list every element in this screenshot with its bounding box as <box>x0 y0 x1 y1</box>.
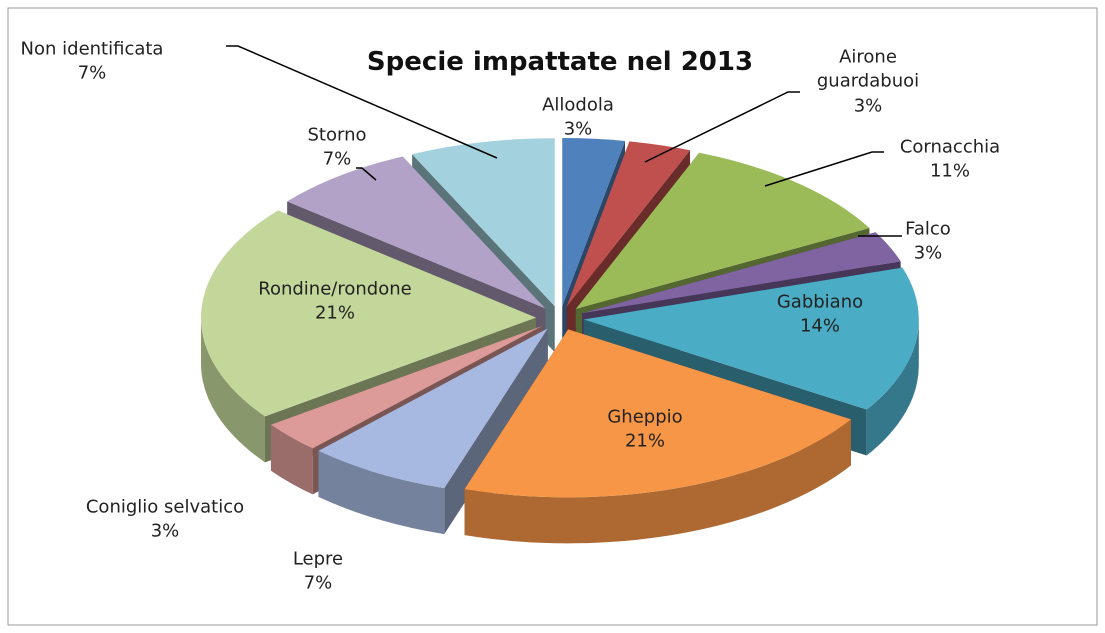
label-value: 7% <box>77 63 107 84</box>
slice <box>464 329 851 544</box>
label-value: 14% <box>799 316 840 337</box>
label-name: Lepre <box>292 548 344 570</box>
data-label: Storno 7% <box>287 124 387 173</box>
data-label: Falco 3% <box>878 218 978 267</box>
slice-wall <box>866 319 919 456</box>
slice-top <box>270 325 542 449</box>
leader-line <box>356 167 377 181</box>
slice-top <box>583 267 919 410</box>
leader-lines <box>226 45 902 237</box>
label-value: 3% <box>563 119 593 140</box>
slice-top <box>575 152 870 309</box>
label-value: 3% <box>853 95 883 117</box>
data-label: Lepre 7% <box>268 548 368 597</box>
data-label: Airone guardabuoi 3% <box>803 46 933 119</box>
slice-wall <box>318 450 445 535</box>
data-label: Rondine/rondone 21% <box>225 278 445 327</box>
label-name: Non identificata <box>20 38 164 60</box>
label-value: 3% <box>913 243 943 264</box>
slice-side <box>270 325 542 471</box>
slices <box>201 138 919 544</box>
data-label: Gheppio 21% <box>585 406 705 455</box>
label-value: 7% <box>303 573 333 594</box>
slice-top <box>412 138 555 307</box>
slice-top <box>582 232 901 314</box>
slice-top <box>566 141 691 307</box>
label-name: Falco <box>905 218 951 240</box>
data-label: Coniglio selvatico 3% <box>55 496 275 545</box>
slice-top <box>464 329 851 498</box>
label-name: Rondine/rondone <box>258 278 412 300</box>
label-name: Gabbiano <box>776 291 864 313</box>
data-label: Non identificata 7% <box>0 38 192 87</box>
slice-top <box>562 138 626 307</box>
leader-line <box>764 151 884 187</box>
slice-wall <box>201 317 265 463</box>
slice-wall <box>270 424 313 495</box>
label-name: Airone guardabuoi <box>816 46 920 92</box>
label-name: Gheppio <box>607 406 683 428</box>
data-label: Gabbiano 14% <box>750 291 890 340</box>
label-value: 3% <box>150 521 180 542</box>
data-label: Allodola 3% <box>518 94 638 143</box>
label-name: Cornacchia <box>899 136 1001 158</box>
chart-title: Specie impattate nel 2013 <box>366 47 754 77</box>
slice-top <box>201 210 537 417</box>
data-label: Cornacchia 11% <box>870 136 1030 185</box>
label-name: Allodola <box>542 94 614 116</box>
label-value: 21% <box>624 431 665 452</box>
label-value: 11% <box>929 161 970 182</box>
label-name: Coniglio selvatico <box>85 496 245 518</box>
leader-line <box>644 91 800 163</box>
label-name: Storno <box>307 124 367 146</box>
slice-top <box>287 156 546 309</box>
label-value: 7% <box>322 149 352 170</box>
leader-line <box>226 45 498 159</box>
slice-wall <box>464 419 851 544</box>
slice-top <box>318 328 548 489</box>
label-value: 21% <box>314 303 355 324</box>
